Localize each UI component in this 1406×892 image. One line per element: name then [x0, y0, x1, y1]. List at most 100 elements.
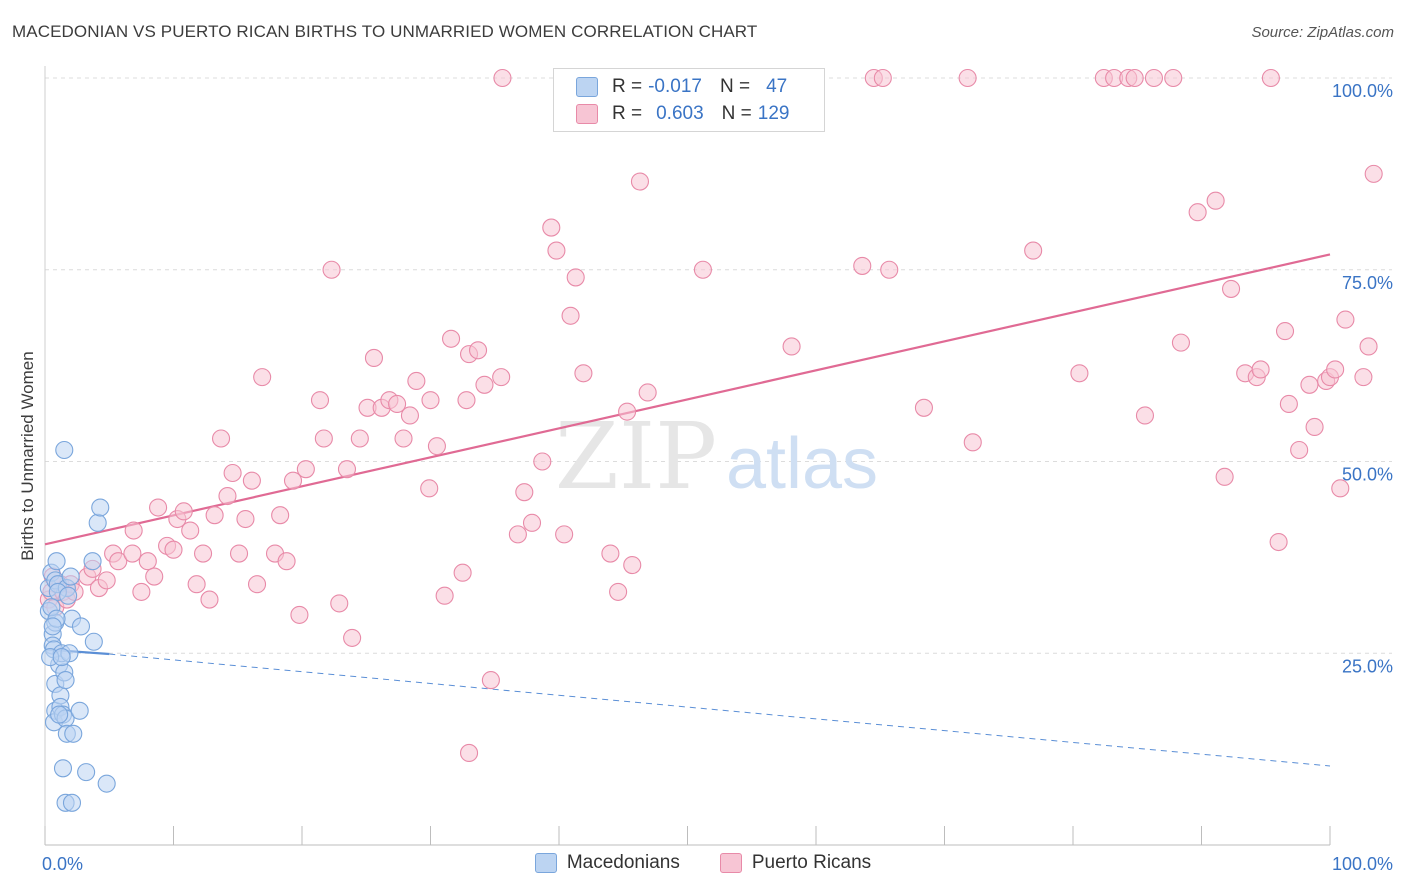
- puerto-rican-point: [566, 268, 585, 287]
- puerto-rican-point: [630, 172, 650, 191]
- puerto-rican-point: [1024, 241, 1043, 260]
- puerto-rican-point: [138, 552, 157, 571]
- puerto-rican-point: [1125, 68, 1144, 88]
- puerto-rican-point: [1354, 368, 1373, 387]
- puerto-rican-point: [229, 544, 249, 563]
- puerto-rican-point: [609, 582, 628, 601]
- puerto-rican-point: [853, 256, 872, 275]
- puerto-rican-point: [247, 575, 267, 594]
- puerto-rican-point: [149, 498, 168, 517]
- puerto-rican-point: [290, 605, 309, 624]
- puerto-rican-point: [1171, 333, 1190, 352]
- legend-r-label: R =: [612, 76, 643, 97]
- macedonian-point: [55, 440, 74, 460]
- puerto-rican-point: [1206, 191, 1225, 210]
- puerto-rican-point: [914, 398, 933, 417]
- series-label-puerto-ricans: Puerto Ricans: [751, 852, 872, 873]
- puerto-rican-point: [174, 502, 193, 521]
- legend-n-value: 47: [766, 76, 788, 97]
- puerto-rican-point: [1188, 203, 1207, 222]
- puerto-rican-point: [492, 368, 511, 387]
- puerto-rican-point: [547, 241, 566, 260]
- puerto-rican-point: [223, 463, 242, 483]
- watermark: ZIP atlas: [555, 403, 878, 510]
- puerto-rican-point: [407, 371, 426, 391]
- puerto-rican-point: [1326, 360, 1345, 379]
- macedonian-point: [97, 774, 116, 793]
- puerto-rican-point: [97, 571, 116, 590]
- series-legend-macedonians[interactable]: Macedonians: [534, 852, 680, 874]
- macedonian-point: [70, 701, 89, 720]
- legend-n-value: 129: [757, 103, 790, 124]
- puerto-rican-point: [574, 364, 593, 383]
- puerto-rican-point: [533, 452, 552, 471]
- macedonian-point: [43, 617, 62, 636]
- puerto-rican-point: [123, 544, 142, 563]
- puerto-rican-point: [350, 429, 369, 448]
- puerto-rican-point: [1261, 68, 1280, 88]
- puerto-rican-point: [958, 68, 977, 88]
- correlation-legend: R = -0.017 N = 47 R = 0.603 N = 129: [553, 68, 825, 132]
- puerto-rican-point: [164, 540, 183, 559]
- puerto-rican-point: [1364, 164, 1383, 183]
- puerto-rican-point: [1300, 375, 1319, 394]
- puerto-rican-point: [145, 567, 164, 586]
- puerto-rican-point: [601, 544, 620, 563]
- puerto-rican-point: [493, 68, 512, 88]
- macedonian-point: [53, 759, 73, 778]
- puerto-rican-point: [459, 743, 479, 763]
- puerto-rican-point: [1164, 68, 1183, 88]
- macedonian-point: [84, 632, 103, 651]
- puerto-rican-point: [218, 486, 237, 506]
- x-tick-label-0: 0.0%: [42, 854, 83, 874]
- macedonian-point: [52, 648, 71, 667]
- puerto-rican-point: [475, 375, 494, 394]
- legend-swatch-macedonians: [576, 77, 598, 97]
- puerto-rican-point: [468, 341, 488, 360]
- source-label: Source: ZipAtlas.com: [1251, 24, 1394, 41]
- puerto-rican-point: [1070, 364, 1089, 383]
- puerto-rican-point: [1269, 532, 1288, 552]
- watermark-zip: ZIP: [555, 403, 717, 510]
- macedonian-point: [61, 567, 80, 586]
- y-tick-label-100: 100.0%: [1332, 81, 1393, 101]
- series-label-macedonians: Macedonians: [566, 852, 680, 873]
- x-tick-label-100: 100.0%: [1332, 854, 1393, 874]
- chart-title: MACEDONIAN VS PUERTO RICAN BIRTHS TO UNM…: [12, 22, 758, 41]
- puerto-rican-point: [1331, 479, 1350, 498]
- macedonian-point: [62, 793, 82, 812]
- y-tick-label-50: 50.0%: [1342, 465, 1393, 485]
- puerto-rican-point: [1144, 68, 1164, 88]
- puerto-rican-point: [364, 348, 384, 368]
- puerto-rican-point: [1359, 337, 1378, 356]
- puerto-rican-point: [873, 68, 892, 88]
- puerto-rican-point: [880, 260, 899, 279]
- puerto-rican-point: [442, 329, 461, 348]
- macedonian-point: [71, 617, 91, 636]
- puerto-rican-point: [211, 429, 231, 448]
- puerto-rican-point: [1135, 406, 1155, 425]
- series-legend: Macedonians Puerto Ricans: [0, 852, 1406, 874]
- legend-row-puerto-ricans: R = 0.603 N = 129: [576, 100, 789, 128]
- series-swatch-puerto-ricans: [719, 853, 742, 873]
- puerto-rican-point: [421, 391, 440, 410]
- puerto-rican-point: [1305, 417, 1324, 437]
- macedonian-point: [83, 552, 102, 571]
- legend-r-value: 0.603: [656, 103, 704, 124]
- series-swatch-macedonians: [534, 853, 557, 873]
- macedonian-point: [91, 498, 110, 517]
- puerto-rican-point: [124, 521, 143, 540]
- legend-row-macedonians: R = -0.017 N = 47: [576, 73, 787, 101]
- puerto-rican-point: [1279, 394, 1298, 414]
- puerto-rican-point: [181, 521, 200, 540]
- puerto-rican-point: [400, 406, 419, 425]
- puerto-rican-point: [337, 460, 357, 479]
- series-legend-puerto-ricans[interactable]: Puerto Ricans: [719, 852, 872, 874]
- puerto-rican-point: [1215, 467, 1234, 486]
- macedonian-point: [47, 552, 66, 571]
- puerto-rican-point: [508, 525, 527, 544]
- puerto-rican-point: [515, 483, 534, 502]
- puerto-rican-point: [194, 544, 213, 563]
- puerto-rican-point: [638, 383, 657, 402]
- puerto-rican-point: [618, 402, 637, 421]
